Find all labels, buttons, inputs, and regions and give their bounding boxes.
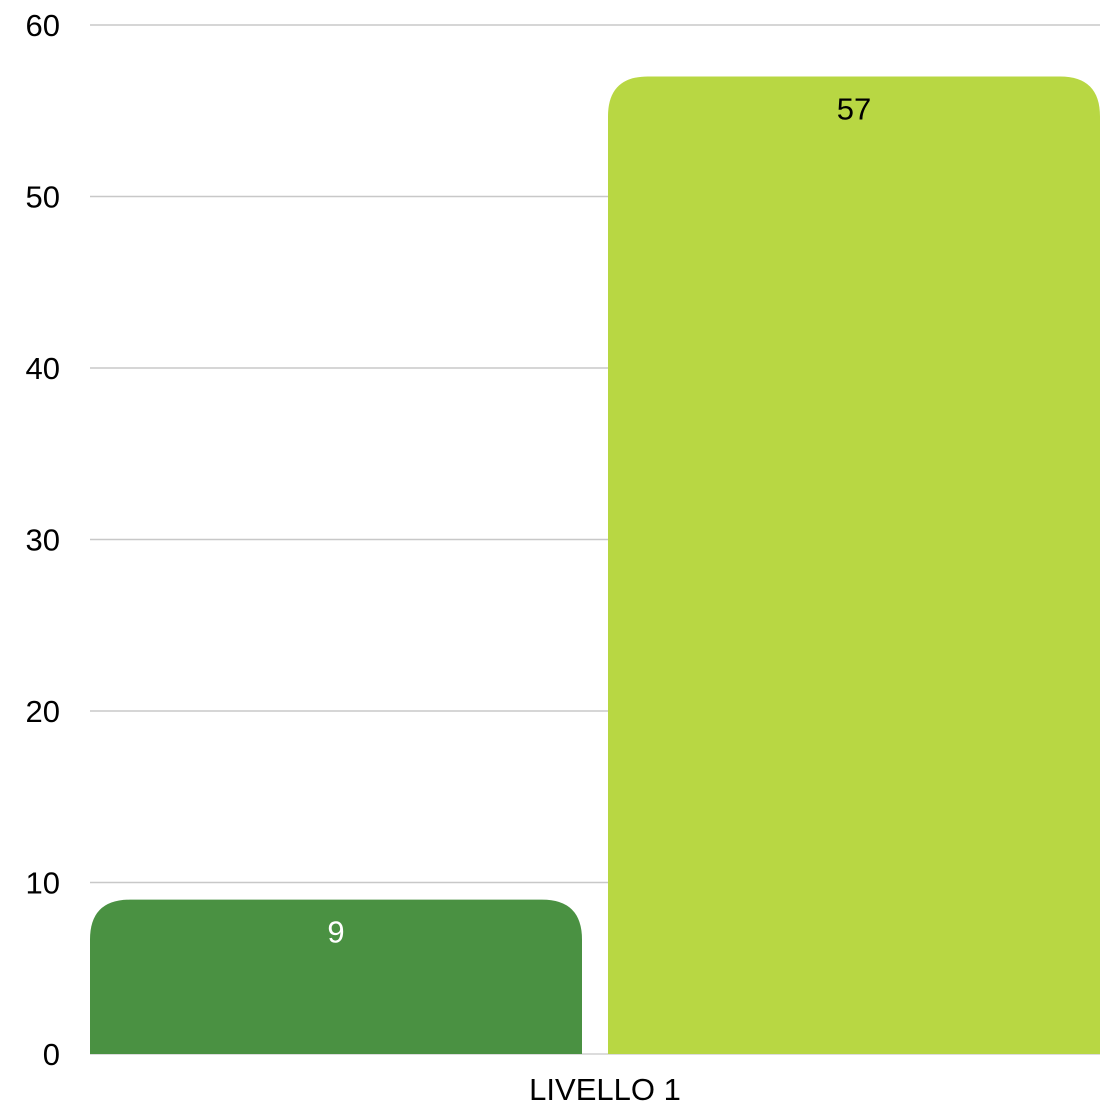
y-tick-label: 30	[26, 523, 60, 558]
y-tick-label: 10	[26, 866, 60, 901]
y-tick-label: 0	[43, 1037, 60, 1072]
x-axis-category-labels: LIVELLO 1	[529, 1072, 681, 1107]
y-tick-label: 20	[26, 694, 60, 729]
data-labels: 9 57	[327, 91, 871, 949]
bar-series-1[interactable]	[90, 899, 582, 1054]
y-tick-label: 60	[26, 8, 60, 43]
x-category-label: LIVELLO 1	[529, 1072, 681, 1107]
bars	[90, 76, 1100, 1054]
y-tick-label: 40	[26, 351, 60, 386]
y-tick-label: 50	[26, 180, 60, 215]
bar-series-2[interactable]	[608, 76, 1100, 1054]
y-axis-tick-labels: 0 10 20 30 40 50 60	[26, 8, 60, 1072]
bar-value-label: 9	[327, 915, 344, 950]
bar-value-label: 57	[837, 91, 871, 126]
